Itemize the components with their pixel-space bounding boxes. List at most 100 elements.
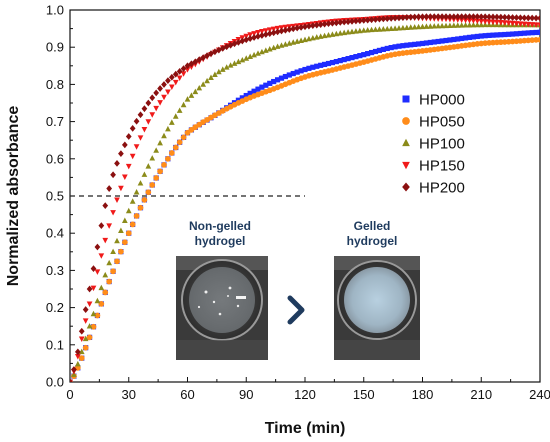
data-point xyxy=(482,33,488,39)
data-point xyxy=(298,68,304,74)
inset-left-title-line2: hydrogel xyxy=(195,234,246,248)
data-point xyxy=(306,22,312,30)
data-point xyxy=(337,57,343,64)
data-point xyxy=(133,117,140,125)
data-point xyxy=(302,23,308,31)
data-point xyxy=(459,35,465,42)
data-point xyxy=(360,27,367,33)
data-point xyxy=(247,32,254,38)
data-point xyxy=(165,89,171,95)
data-point xyxy=(412,41,418,47)
data-point xyxy=(215,68,222,75)
data-point xyxy=(376,15,383,23)
inset-left-title-line1: Non-gelled xyxy=(189,219,251,233)
data-point xyxy=(74,354,81,360)
legend-marker xyxy=(402,138,410,147)
data-point xyxy=(129,125,136,132)
data-point xyxy=(235,58,242,65)
data-point xyxy=(114,197,120,204)
data-point xyxy=(443,13,449,21)
data-point xyxy=(266,30,273,38)
data-point xyxy=(262,28,269,34)
data-point xyxy=(537,29,540,35)
data-point xyxy=(184,96,191,102)
data-point xyxy=(78,336,85,342)
data-point xyxy=(341,29,348,36)
data-point xyxy=(458,17,465,23)
data-point xyxy=(392,25,398,31)
y-tick-label: 0.7 xyxy=(46,114,64,129)
data-point xyxy=(129,198,136,204)
data-point xyxy=(321,20,328,28)
data-point xyxy=(478,21,485,28)
data-point xyxy=(266,27,273,33)
data-point xyxy=(384,15,391,22)
data-point xyxy=(212,48,218,56)
data-point xyxy=(168,150,175,156)
data-point xyxy=(149,112,156,118)
data-point xyxy=(161,94,167,101)
data-point xyxy=(82,318,89,324)
data-point xyxy=(259,84,265,90)
data-point xyxy=(165,77,171,85)
data-point xyxy=(403,24,410,31)
legend-label: HP050 xyxy=(419,114,465,131)
data-point xyxy=(521,14,528,22)
data-point xyxy=(309,22,316,29)
data-point xyxy=(129,221,136,228)
data-point xyxy=(149,155,156,161)
data-point xyxy=(106,223,113,229)
data-point xyxy=(102,289,109,296)
data-point xyxy=(361,52,367,58)
data-point xyxy=(435,13,442,20)
series-HP200 xyxy=(70,13,540,382)
data-point xyxy=(106,259,113,266)
data-point xyxy=(384,25,391,32)
data-point xyxy=(110,248,116,255)
data-point xyxy=(439,38,445,44)
data-point xyxy=(482,19,489,25)
legend-label: HP100 xyxy=(419,136,465,153)
data-point xyxy=(396,25,402,31)
data-point xyxy=(474,13,481,21)
data-point xyxy=(333,19,340,27)
data-point xyxy=(443,37,449,44)
y-tick-label: 0.9 xyxy=(46,40,64,55)
data-series xyxy=(70,13,540,382)
data-point xyxy=(310,64,316,70)
data-point xyxy=(505,20,512,27)
data-point xyxy=(200,81,207,87)
data-point xyxy=(188,60,195,68)
y-tick-label: 0.6 xyxy=(46,151,64,166)
y-tick-labels: 0.0 0.1 0.2 0.3 0.4 0.5 0.6 0.7 0.8 0.9 1.0 xyxy=(46,3,64,390)
data-point xyxy=(102,237,109,244)
data-point xyxy=(439,13,445,21)
data-point xyxy=(114,258,120,265)
y-tick-label: 0.5 xyxy=(46,189,64,204)
data-point xyxy=(98,222,105,229)
data-point xyxy=(133,213,140,219)
data-point xyxy=(337,19,344,26)
data-point xyxy=(114,237,120,244)
data-point xyxy=(388,14,395,22)
data-point xyxy=(255,86,261,92)
legend-label: HP200 xyxy=(419,180,465,197)
data-point xyxy=(125,230,132,237)
x-tick-label: 30 xyxy=(122,387,136,402)
data-point xyxy=(251,88,257,94)
data-point xyxy=(400,43,406,49)
data-point xyxy=(212,71,218,77)
data-point xyxy=(302,66,308,73)
data-point xyxy=(118,227,124,233)
data-point xyxy=(259,48,265,55)
data-point xyxy=(349,28,355,35)
data-point xyxy=(298,23,304,31)
data-point xyxy=(419,40,426,47)
data-point xyxy=(513,31,520,37)
data-point xyxy=(270,26,277,33)
data-point xyxy=(110,171,116,179)
data-point xyxy=(286,26,293,33)
data-point xyxy=(243,55,250,61)
data-point xyxy=(329,19,336,27)
data-point xyxy=(392,14,398,22)
